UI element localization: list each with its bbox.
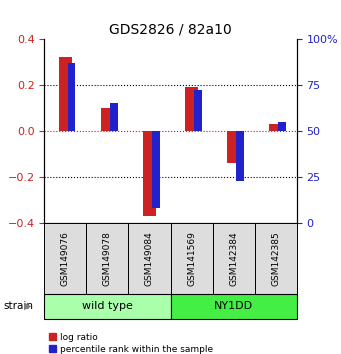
FancyBboxPatch shape — [129, 223, 170, 294]
FancyBboxPatch shape — [212, 223, 255, 294]
FancyBboxPatch shape — [255, 223, 297, 294]
Bar — [110, 103, 118, 131]
FancyBboxPatch shape — [44, 294, 170, 319]
Text: GSM149084: GSM149084 — [145, 231, 154, 286]
Bar — [269, 124, 282, 131]
Bar — [152, 131, 160, 208]
Text: strain: strain — [3, 301, 33, 311]
Legend: log ratio, percentile rank within the sample: log ratio, percentile rank within the sa… — [49, 333, 213, 354]
FancyBboxPatch shape — [170, 294, 297, 319]
Text: wild type: wild type — [82, 301, 133, 311]
FancyBboxPatch shape — [86, 223, 129, 294]
Text: ▶: ▶ — [24, 301, 31, 311]
Text: GSM149076: GSM149076 — [61, 231, 70, 286]
Title: GDS2826 / 82a10: GDS2826 / 82a10 — [109, 22, 232, 36]
Bar — [143, 131, 156, 216]
Bar — [194, 91, 202, 131]
Text: GSM141569: GSM141569 — [187, 231, 196, 286]
Text: NY1DD: NY1DD — [214, 301, 253, 311]
Bar — [278, 122, 286, 131]
Bar — [101, 108, 114, 131]
Bar — [68, 63, 75, 131]
Text: GSM142384: GSM142384 — [229, 231, 238, 286]
Text: GSM149078: GSM149078 — [103, 231, 112, 286]
Bar — [227, 131, 240, 163]
Bar — [185, 87, 198, 131]
FancyBboxPatch shape — [44, 223, 86, 294]
FancyBboxPatch shape — [170, 223, 212, 294]
Bar — [236, 131, 244, 181]
Text: GSM142385: GSM142385 — [271, 231, 280, 286]
Bar — [59, 57, 72, 131]
